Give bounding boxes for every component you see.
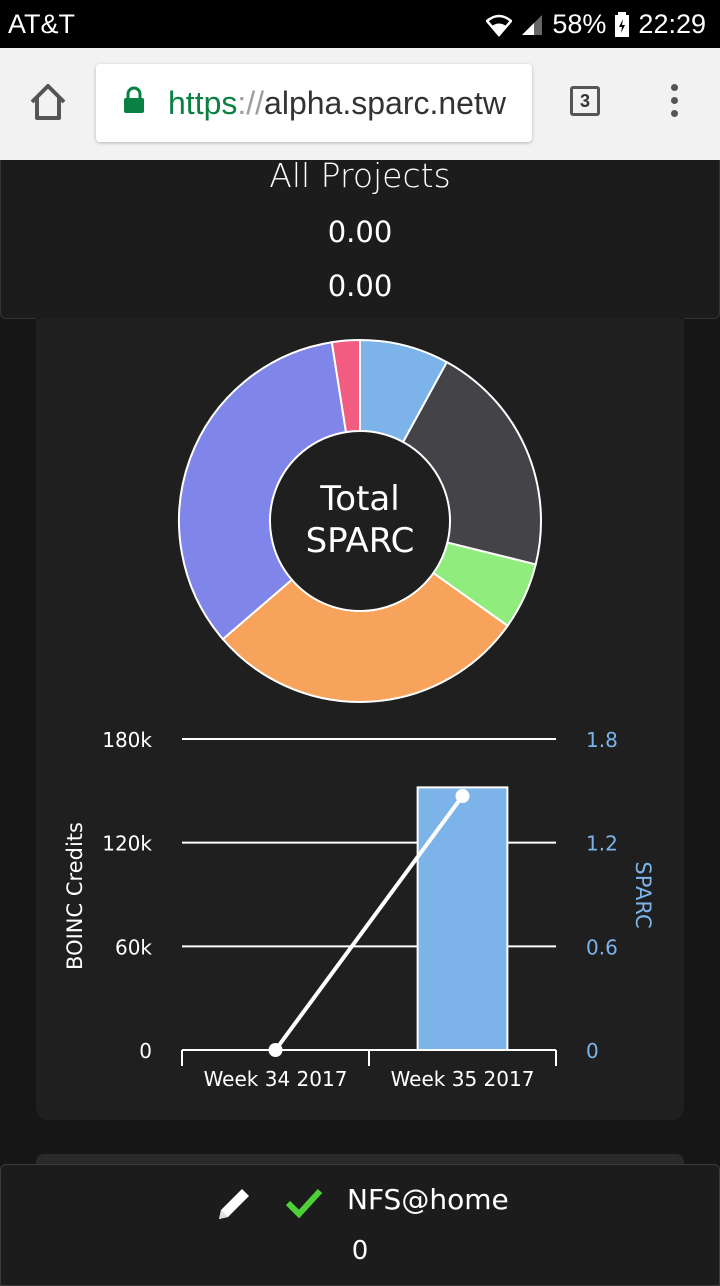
carrier-label: AT&T [8,9,75,39]
address-bar[interactable]: https://alpha.sparc.netw [96,64,532,142]
summary-card: All Projects 0.00 0.00 [0,156,720,319]
series-line [273,794,465,1052]
summary-value-1: 0.00 [327,215,393,249]
status-bar: AT&T 58% 22:29 [0,0,720,48]
donut-slice-5[interactable] [330,338,361,434]
browser-toolbar: https://alpha.sparc.netw 3 [0,48,720,160]
more-vert-icon[interactable] [664,84,684,120]
home-icon[interactable] [24,78,72,126]
battery-icon [615,11,630,37]
project-name: NFS@home [347,1183,509,1216]
project-card: NFS@home 0 [0,1164,720,1286]
battery-percent: 58% [552,9,607,39]
wifi-icon [486,14,513,37]
y-tick-label-right: 0.6 [586,935,618,959]
y-tick-label-left: 60k [115,935,152,959]
x-tick-label: Week 34 2017 [204,1067,348,1091]
tabs-icon[interactable]: 3 [570,86,600,116]
project-value: 0 [351,1236,369,1266]
donut-center-line-2: SPARC [306,521,415,561]
signal-icon [522,14,543,35]
y-tick-label-right: 1.8 [586,728,618,752]
bar[interactable] [416,786,509,1051]
edit-pencil-icon[interactable] [215,1183,255,1223]
y-tick-label-left: 0 [139,1039,152,1063]
url-host: alpha.sparc.netw [264,85,506,121]
check-icon [285,1188,323,1219]
y-axis-label-left: BOINC Credits [63,822,87,970]
donut-slice-3[interactable] [221,571,509,703]
donut-slice-4[interactable] [178,341,348,641]
donut-slice-1[interactable] [401,360,542,566]
url-text: https://alpha.sparc.netw [168,85,506,122]
y-tick-label-right: 1.2 [586,832,618,856]
chart-card: Total SPARC 0 0 60k 0.6 120k 1.2 180k 1.8 Week 3… [36,318,684,1120]
url-scheme: https [168,85,238,121]
donut-center-line-1: Total [319,479,399,519]
donut-chart [178,338,542,703]
y-tick-label-left: 180k [102,728,152,752]
combo-chart: 0 0 60k 0.6 120k 1.2 180k 1.8 Week 34 2017 Week 3… [102,728,618,1091]
line-point[interactable] [268,1043,283,1057]
clock: 22:29 [638,9,706,39]
y-axis-label-right: SPARC [631,861,655,928]
lock-icon [124,86,144,113]
charts-svg: Total SPARC 0 0 60k 0.6 120k 1.2 180k 1.8 Week 3… [63,338,655,1091]
summary-title: All Projects [269,156,451,195]
summary-value-2: 0.00 [327,269,393,303]
x-tick-label: Week 35 2017 [391,1067,535,1091]
url-separator: :// [237,85,265,121]
y-tick-label-right: 0 [586,1039,599,1063]
y-tick-label-left: 120k [102,832,152,856]
line-point[interactable] [455,789,470,804]
